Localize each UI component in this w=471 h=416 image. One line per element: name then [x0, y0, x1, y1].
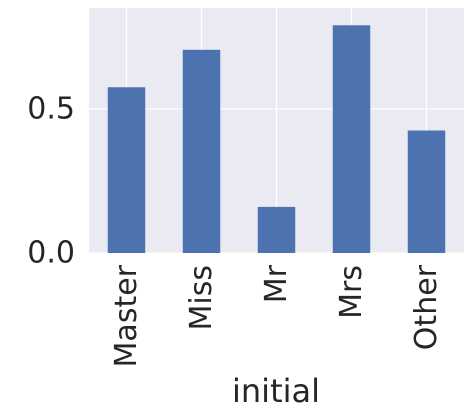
y-tick-labels: 0.0 0.5 — [27, 91, 75, 270]
bar-mr — [257, 206, 296, 253]
x-axis-title: initial — [232, 372, 320, 410]
x-tick-labels: Master Miss Mr Mrs Other — [109, 264, 444, 367]
y-tick-label-1: 0.5 — [27, 91, 75, 126]
x-tick-label-mrs: Mrs — [334, 265, 369, 319]
bar-master — [107, 87, 146, 253]
x-tick-label-miss: Miss — [184, 265, 219, 330]
bars — [107, 25, 446, 254]
x-tick-label-master: Master — [109, 264, 144, 367]
bar-mrs — [332, 25, 371, 254]
bar-other — [407, 130, 446, 253]
bar-miss — [182, 49, 221, 254]
x-tick-label-other: Other — [409, 264, 444, 350]
x-tick-label-mr: Mr — [259, 264, 294, 303]
y-tick-label-0: 0.0 — [27, 236, 75, 271]
